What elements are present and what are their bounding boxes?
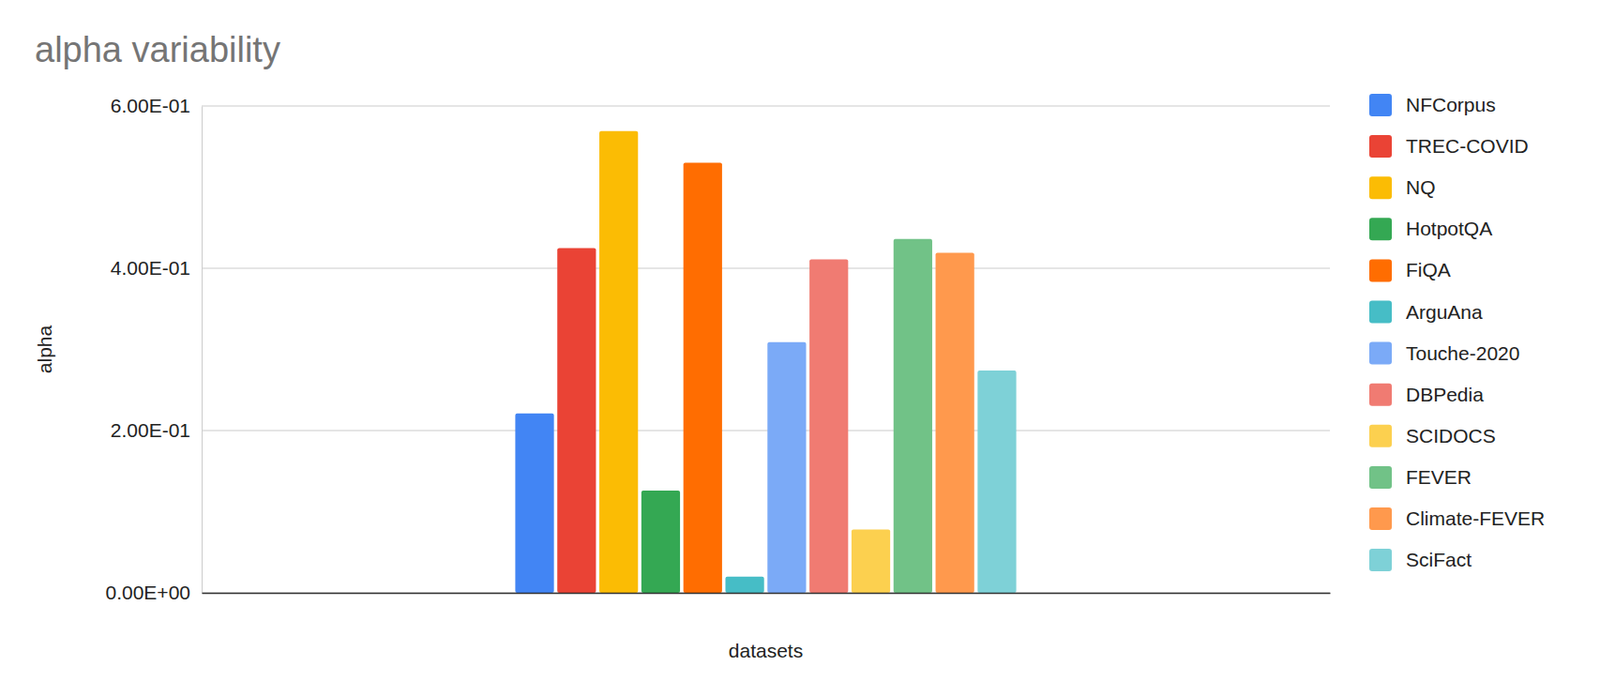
legend-item: FiQA: [1369, 258, 1451, 282]
legend-label: NQ: [1405, 176, 1436, 198]
legend-item: SCIDOCS: [1369, 424, 1496, 448]
legend-item: TREC-COVID: [1369, 135, 1529, 158]
legend-label: DBPedia: [1405, 383, 1484, 406]
legend-swatch: [1369, 424, 1392, 448]
grid-line: [201, 105, 1330, 106]
bar: [641, 490, 680, 593]
legend-swatch: [1369, 548, 1392, 572]
legend-swatch: [1369, 217, 1392, 241]
bar: [977, 370, 1016, 593]
x-axis-title: datasets: [728, 639, 803, 662]
legend-item: Touche-2020: [1369, 342, 1520, 365]
legend-label: Touche-2020: [1405, 342, 1520, 364]
grid-line: [201, 429, 1330, 431]
legend-label: SCIDOCS: [1405, 424, 1496, 447]
bar: [851, 529, 891, 593]
legend-swatch: [1369, 258, 1392, 282]
legend-item: SciFact: [1369, 548, 1472, 572]
y-axis-title: alpha: [33, 324, 56, 374]
y-tick: 4.00E-01: [110, 256, 202, 279]
legend-item: NQ: [1369, 176, 1436, 199]
legend-item: HotpotQA: [1369, 217, 1493, 241]
legend-item: Climate-FEVER: [1369, 507, 1545, 530]
legend-swatch: [1369, 466, 1392, 489]
y-tick: 0.00E+00: [105, 581, 202, 604]
legend-swatch: [1369, 342, 1392, 365]
legend-item: DBPedia: [1369, 383, 1484, 407]
bar: [809, 258, 848, 593]
x-axis: [202, 592, 1331, 595]
bar: [599, 131, 638, 593]
legend-swatch: [1369, 383, 1392, 407]
legend-swatch: [1369, 135, 1392, 158]
legend-label: TREC-COVID: [1405, 135, 1529, 157]
legend-label: HotpotQA: [1405, 217, 1493, 240]
grid-line: [201, 591, 1330, 593]
legend-label: FiQA: [1405, 258, 1451, 281]
y-tick-label: 0.00E+00: [105, 581, 191, 604]
bars: [514, 131, 1016, 593]
legend-swatch: [1369, 176, 1392, 199]
chart: 0.00E+00 2.00E-01 4.00E-01 6.00E-01 alpha va…: [0, 0, 1600, 696]
legend-label: NFCorpus: [1405, 93, 1496, 116]
legend-item: ArguAna: [1369, 301, 1483, 324]
bar: [514, 413, 554, 593]
y-tick-label: 2.00E-01: [110, 419, 191, 441]
bar: [557, 247, 596, 593]
y-axis: 0.00E+00 2.00E-01 4.00E-01 6.00E-01: [105, 94, 202, 604]
grid-line: [201, 267, 1330, 269]
y-tick: 2.00E-01: [110, 419, 202, 441]
grid: [201, 105, 1330, 593]
legend-label: FEVER: [1405, 466, 1472, 488]
legend-label: Climate-FEVER: [1405, 507, 1545, 529]
y-tick-label: 4.00E-01: [110, 256, 191, 279]
legend-swatch: [1369, 507, 1392, 530]
legend: NFCorpus TREC-COVID NQ HotpotQA FiQA ArguAna T…: [1369, 93, 1545, 572]
legend-swatch: [1369, 93, 1392, 117]
plot: 0.00E+00 2.00E-01 4.00E-01 6.00E-01: [105, 94, 1330, 604]
title: alpha variability: [34, 30, 281, 70]
bar: [767, 342, 806, 593]
legend-label: ArguAna: [1405, 301, 1483, 323]
x-axis-line: [202, 592, 1331, 595]
legend-item: NFCorpus: [1369, 93, 1496, 117]
bar: [724, 576, 764, 593]
bar: [935, 253, 975, 593]
y-axis-line: [201, 106, 203, 594]
bar: [683, 163, 723, 593]
y-tick: 6.00E-01: [110, 94, 202, 117]
legend-item: FEVER: [1369, 466, 1472, 489]
bar: [893, 239, 933, 593]
legend-swatch: [1369, 301, 1392, 324]
y-tick-label: 6.00E-01: [110, 94, 191, 117]
legend-label: SciFact: [1405, 548, 1472, 571]
